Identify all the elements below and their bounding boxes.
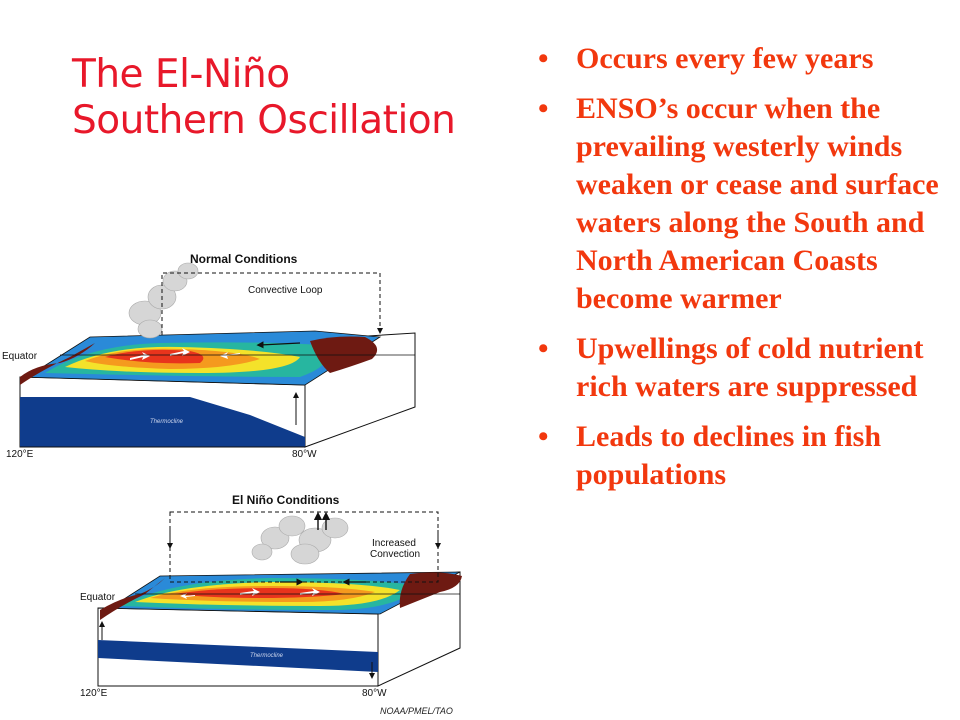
cold-water-layer <box>20 397 305 447</box>
normal-heading: Normal Conditions <box>190 252 298 266</box>
equator-label: Equator <box>80 592 116 603</box>
el-nino-heading: El Niño Conditions <box>232 493 340 507</box>
longitude-west-label: 120°E <box>6 449 34 460</box>
land-west <box>100 578 165 620</box>
longitude-east-label: 80°W <box>292 449 317 460</box>
image-credit: NOAA/PMEL/TAO <box>380 706 453 716</box>
thermocline-label: Thermocline <box>150 419 184 425</box>
cold-water-layer <box>98 640 378 672</box>
cloud-icon <box>251 515 349 565</box>
title-line-2: Southern Oscillation <box>72 98 456 143</box>
bullet-item: ENSO’s occur when the prevailing westerl… <box>534 90 954 318</box>
normal-conditions-diagram: Normal Conditions Convective Loop Equato… <box>0 245 520 460</box>
bullet-item: Upwellings of cold nutrient rich waters … <box>534 330 954 406</box>
land-west <box>20 343 95 385</box>
bullet-list: Occurs every few years ENSO’s occur when… <box>534 40 954 506</box>
bullet-item: Leads to declines in fish populations <box>534 418 954 494</box>
thermocline-label: Thermocline <box>250 653 284 659</box>
convective-loop-label: Convective Loop <box>248 285 323 296</box>
longitude-east-label: 80°W <box>362 688 387 699</box>
el-nino-conditions-diagram: El Niño Conditions Increased Convection … <box>0 490 520 700</box>
longitude-west-label: 120°E <box>80 688 108 699</box>
bullet-item: Occurs every few years <box>534 40 954 78</box>
equator-label: Equator <box>2 351 38 362</box>
title-line-1: The El-Niño <box>72 52 290 97</box>
land-east <box>399 572 462 608</box>
slide-title: The El-Niño Southern Oscillation <box>72 52 542 144</box>
convection-label: Convection <box>370 549 420 560</box>
warm-pool <box>175 588 345 598</box>
increased-label: Increased <box>372 538 416 549</box>
cloud-icon <box>128 262 199 339</box>
